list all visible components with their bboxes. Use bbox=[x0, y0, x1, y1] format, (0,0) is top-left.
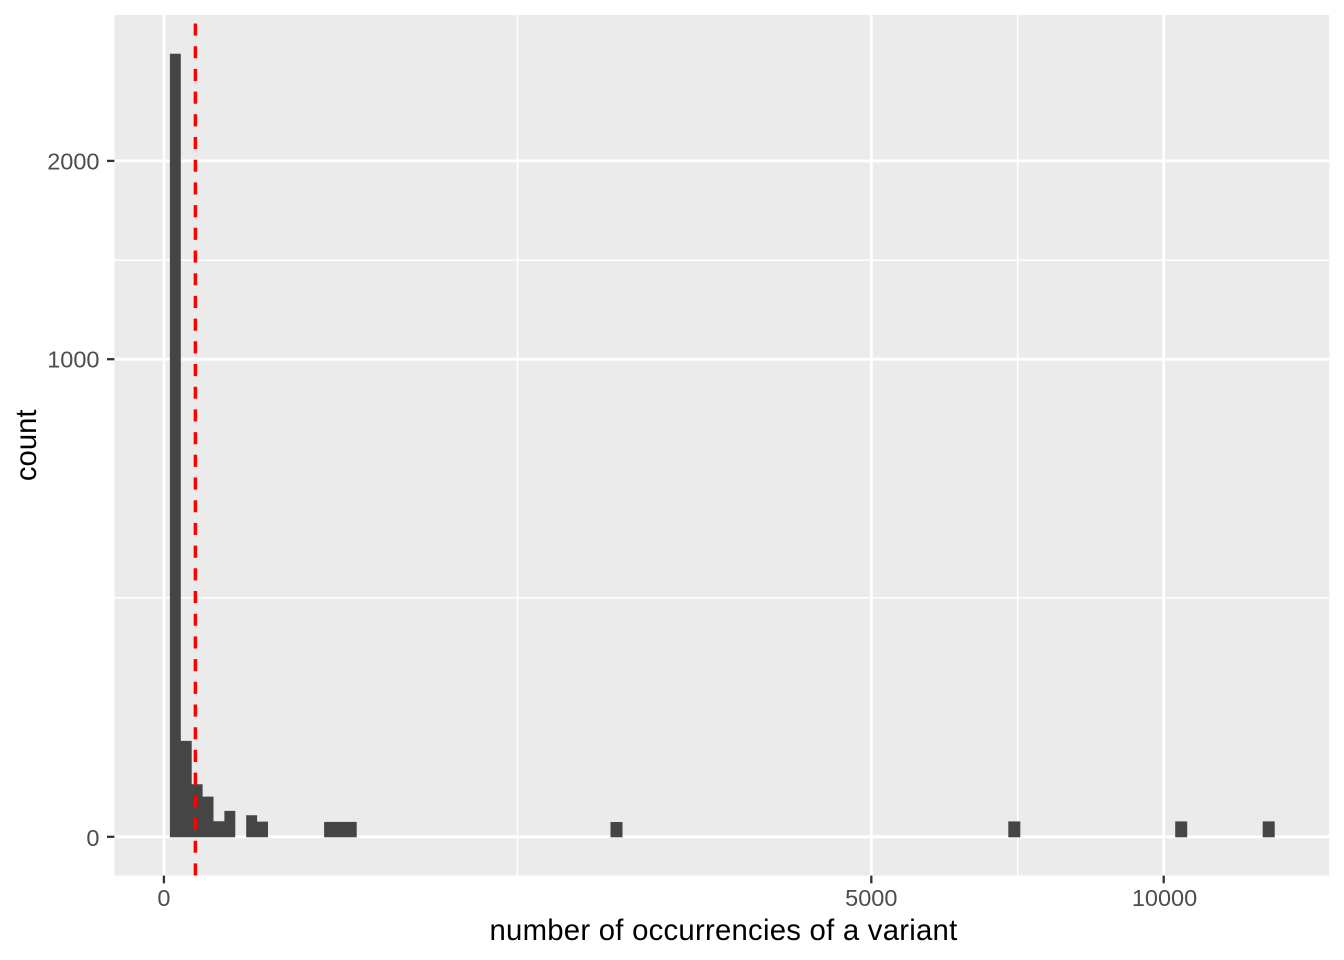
svg-text:0: 0 bbox=[157, 885, 170, 911]
svg-text:0: 0 bbox=[86, 825, 99, 851]
svg-text:10000: 10000 bbox=[1132, 885, 1197, 911]
svg-text:5000: 5000 bbox=[845, 885, 897, 911]
svg-text:count: count bbox=[10, 409, 43, 481]
svg-text:2000: 2000 bbox=[47, 148, 99, 174]
svg-text:1000: 1000 bbox=[47, 347, 99, 373]
svg-text:number of occurrencies of a va: number of occurrencies of a variant bbox=[490, 914, 958, 947]
